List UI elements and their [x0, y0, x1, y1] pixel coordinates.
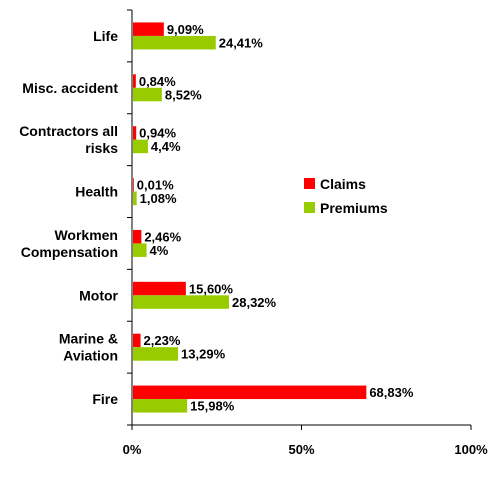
bar-claims-2	[133, 126, 137, 140]
bar-claims-5	[133, 281, 186, 296]
legend-label-claims: Claims	[320, 176, 366, 192]
category-label-2-line0: Contractors all	[19, 123, 118, 139]
category-label-6-line0: Marine &	[59, 331, 118, 347]
category-label-0: Life	[93, 28, 118, 44]
bar-claims-3	[133, 178, 134, 192]
value-label-premiums-4: 4%	[150, 243, 169, 258]
bar-premiums-0	[133, 35, 216, 50]
legend-swatch-claims	[304, 178, 315, 189]
value-label-premiums-1: 8,52%	[165, 87, 202, 102]
bar-premiums-6	[133, 347, 179, 361]
bar-claims-6	[133, 333, 141, 348]
bar-claims-1	[133, 74, 136, 88]
value-label-claims-7: 68,83%	[369, 385, 414, 400]
x-tick-label-1: 50%	[288, 442, 314, 457]
value-label-premiums-5: 28,32%	[232, 295, 277, 310]
bar-premiums-4	[133, 243, 147, 257]
bar-premiums-7	[133, 399, 188, 413]
value-label-claims-6: 2,23%	[144, 333, 181, 348]
category-label-1: Misc. accident	[22, 80, 118, 96]
bar-premiums-1	[133, 87, 162, 102]
category-label-5: Motor	[79, 287, 118, 303]
value-label-premiums-3: 1,08%	[140, 191, 177, 206]
category-label-4-line0: Workmen	[54, 227, 118, 243]
value-label-claims-2: 0,94%	[139, 126, 176, 141]
value-label-claims-5: 15,60%	[189, 281, 234, 296]
category-label-7: Fire	[92, 391, 118, 407]
value-label-premiums-0: 24,41%	[219, 35, 264, 50]
category-label-2-line1: risks	[85, 140, 118, 156]
value-label-premiums-2: 4,4%	[151, 139, 181, 154]
legend-label-premiums: Premiums	[320, 200, 388, 216]
bar-claims-7	[133, 385, 367, 400]
value-label-premiums-6: 13,29%	[181, 347, 226, 362]
value-label-premiums-7: 15,98%	[190, 399, 235, 414]
category-label-4-line1: Compensation	[21, 244, 118, 260]
category-label-6-line1: Aviation	[63, 348, 118, 364]
bar-claims-0	[133, 22, 164, 36]
bar-premiums-2	[133, 139, 148, 154]
bar-premiums-5	[133, 295, 230, 309]
legend-swatch-premiums	[304, 202, 315, 213]
x-tick-label-0: 0%	[123, 442, 142, 457]
bar-premiums-3	[133, 191, 137, 206]
value-label-claims-4: 2,46%	[144, 229, 181, 244]
bar-claims-4	[133, 229, 142, 244]
value-label-claims-3: 0,01%	[137, 178, 174, 193]
x-tick-label-2: 100%	[454, 442, 488, 457]
value-label-claims-0: 9,09%	[167, 22, 204, 37]
value-label-claims-1: 0,84%	[139, 74, 176, 89]
category-label-3: Health	[75, 184, 118, 200]
